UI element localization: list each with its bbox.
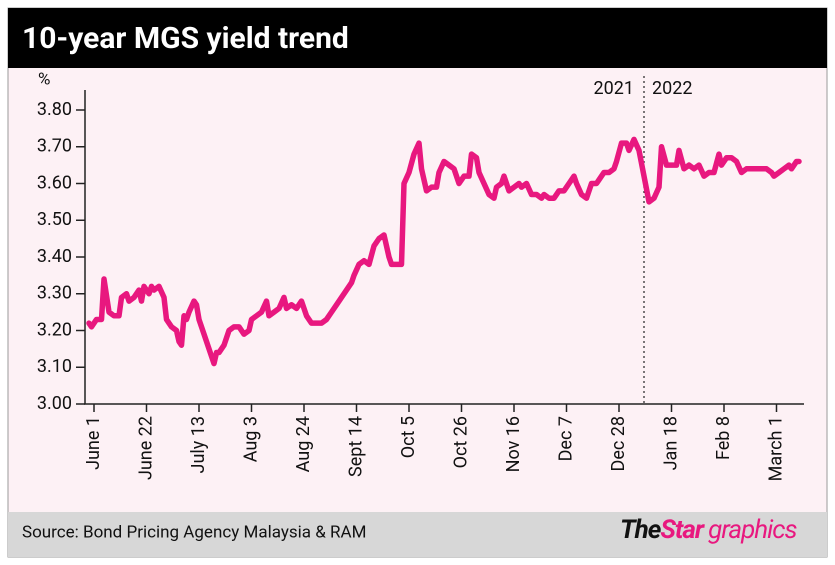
y-tick-label: 3.10 (37, 356, 72, 377)
yield-line (86, 136, 802, 367)
x-tick-label: Oct 26 (450, 416, 471, 468)
x-tick-label: Oct 5 (398, 416, 419, 458)
chart-title: 10-year MGS yield trend (22, 21, 349, 56)
x-tick-label: Sept 14 (345, 416, 366, 477)
y-tick-label: 3.40 (37, 246, 72, 267)
x-tick-label: Nov 16 (503, 416, 524, 472)
x-tick-label: June 22 (135, 416, 156, 480)
logo-star: Star (660, 515, 705, 545)
y-tick-label: 3.30 (37, 283, 72, 304)
logo: TheStar graphics (620, 515, 797, 545)
source: Source: Bond Pricing Agency Malaysia & R… (22, 522, 366, 542)
title-bar (8, 8, 827, 68)
x-tick-label: March 1 (765, 416, 786, 481)
y-tick-label: 3.60 (37, 172, 72, 193)
y-tick-label: 3.80 (37, 99, 72, 120)
year-label: 2021 (594, 78, 634, 99)
y-tick-label: 3.00 (37, 393, 72, 414)
logo-the: The (620, 515, 662, 545)
x-tick-label: July 13 (188, 416, 209, 473)
x-tick-label: June 1 (83, 416, 104, 470)
y-tick-label: 3.50 (37, 209, 72, 230)
year-label: 2022 (652, 78, 692, 99)
x-tick-label: Dec 7 (555, 416, 576, 461)
logo-graphics: graphics (708, 515, 797, 545)
x-tick-label: Aug 24 (293, 416, 314, 472)
y-tick-label: 3.70 (37, 136, 72, 157)
y-unit: % (38, 69, 50, 89)
x-tick-label: Jan 18 (660, 416, 681, 470)
x-tick-label: Aug 3 (240, 416, 261, 462)
frame (7, 7, 828, 558)
footer-bar (8, 512, 827, 557)
y-tick-label: 3.20 (37, 319, 72, 340)
x-tick-label: Dec 28 (608, 416, 629, 471)
x-tick-label: Feb 8 (713, 416, 734, 460)
